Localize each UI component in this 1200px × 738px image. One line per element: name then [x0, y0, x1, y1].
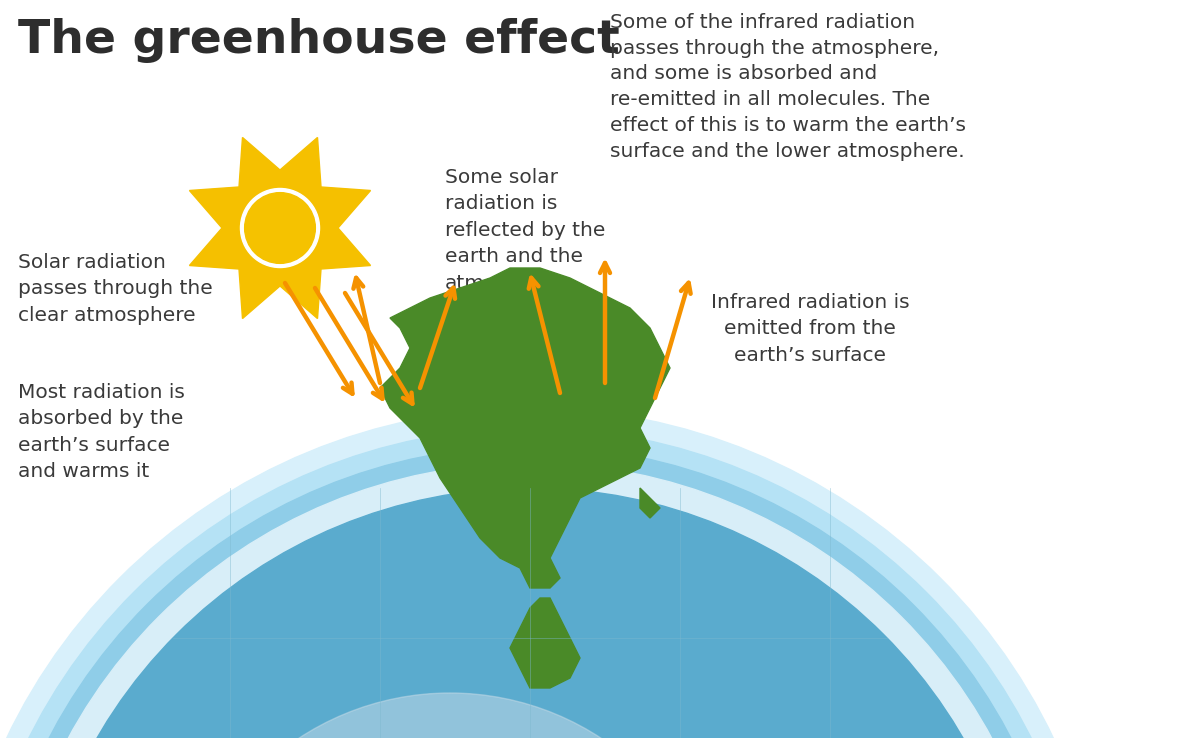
- Circle shape: [240, 188, 319, 267]
- Text: The greenhouse effect: The greenhouse effect: [18, 18, 619, 63]
- Circle shape: [245, 193, 316, 263]
- Text: Infrared radiation is
emitted from the
earth’s surface: Infrared radiation is emitted from the e…: [710, 293, 910, 365]
- Polygon shape: [640, 488, 660, 518]
- Polygon shape: [510, 598, 580, 688]
- Circle shape: [30, 488, 1030, 738]
- Polygon shape: [190, 137, 371, 319]
- Circle shape: [5, 463, 1055, 738]
- Circle shape: [175, 693, 725, 738]
- Polygon shape: [380, 268, 670, 588]
- Text: Some of the infrared radiation
passes through the atmosphere,
and some is absorb: Some of the infrared radiation passes th…: [610, 13, 966, 161]
- Text: Solar radiation
passes through the
clear atmosphere: Solar radiation passes through the clear…: [18, 253, 212, 325]
- Text: Some solar
radiation is
reflected by the
earth and the
atmosphere: Some solar radiation is reflected by the…: [445, 168, 605, 293]
- Circle shape: [228, 176, 332, 280]
- Circle shape: [0, 428, 1090, 738]
- Circle shape: [0, 408, 1110, 738]
- Circle shape: [0, 446, 1072, 738]
- Text: Most radiation is
absorbed by the
earth’s surface
and warms it: Most radiation is absorbed by the earth’…: [18, 383, 185, 481]
